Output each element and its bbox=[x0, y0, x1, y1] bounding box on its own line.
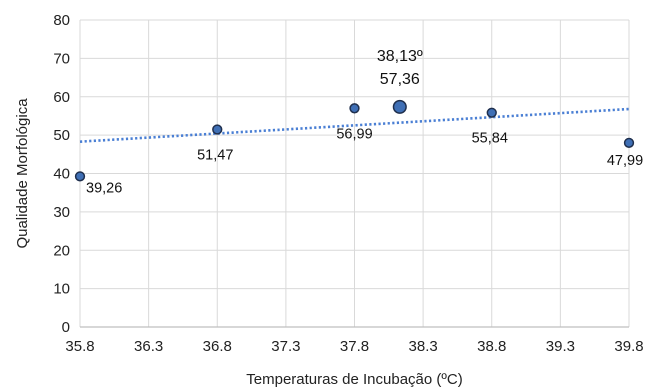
y-tick-label: 40 bbox=[53, 166, 70, 183]
data-labels: 39,26 51,47 56,99 38,13º 57,36 55,84 47,99 bbox=[86, 48, 643, 196]
data-label: 51,47 bbox=[197, 147, 233, 163]
data-point bbox=[486, 107, 497, 118]
data-points bbox=[74, 99, 635, 182]
y-tick-label: 70 bbox=[53, 50, 70, 67]
x-tick-label: 37.3 bbox=[271, 338, 300, 355]
highlight-temperature-label: 38,13º bbox=[377, 48, 423, 65]
y-tick-label: 50 bbox=[53, 127, 70, 144]
x-tick-label: 36.8 bbox=[203, 338, 232, 355]
y-tick-label: 20 bbox=[53, 242, 70, 259]
data-label: 47,99 bbox=[607, 153, 643, 169]
highlight-value-label: 57,36 bbox=[380, 71, 420, 88]
y-tick-label: 30 bbox=[53, 204, 70, 221]
y-axis-title: Qualidade Morfológica bbox=[14, 98, 31, 249]
x-tick-label: 38.3 bbox=[409, 338, 438, 355]
x-tick-label: 36.3 bbox=[134, 338, 163, 355]
y-tick-label: 0 bbox=[62, 319, 70, 336]
x-axis-title: Temperaturas de Incubação (ºC) bbox=[246, 371, 462, 388]
x-tick-label: 39.8 bbox=[614, 338, 643, 355]
highlight-data-point bbox=[392, 99, 407, 114]
y-tick-label: 60 bbox=[53, 89, 70, 106]
x-tick-label: 39.3 bbox=[546, 338, 575, 355]
data-point bbox=[74, 171, 86, 182]
data-point bbox=[349, 103, 360, 114]
x-tick-label: 37.8 bbox=[340, 338, 369, 355]
tick-labels: 0 10 20 30 40 50 60 70 80 35.8 36.3 36.8 37.3 37.8 38.… bbox=[53, 12, 643, 355]
data-point bbox=[623, 137, 635, 148]
data-label: 39,26 bbox=[86, 180, 122, 196]
data-point bbox=[212, 124, 223, 135]
data-label: 55,84 bbox=[472, 131, 508, 147]
x-tick-label: 35.8 bbox=[65, 338, 94, 355]
y-tick-label: 10 bbox=[53, 281, 70, 298]
grid bbox=[79, 19, 630, 327]
data-label: 56,99 bbox=[336, 126, 372, 142]
y-tick-label: 80 bbox=[53, 12, 70, 29]
x-tick-label: 38.8 bbox=[477, 338, 506, 355]
